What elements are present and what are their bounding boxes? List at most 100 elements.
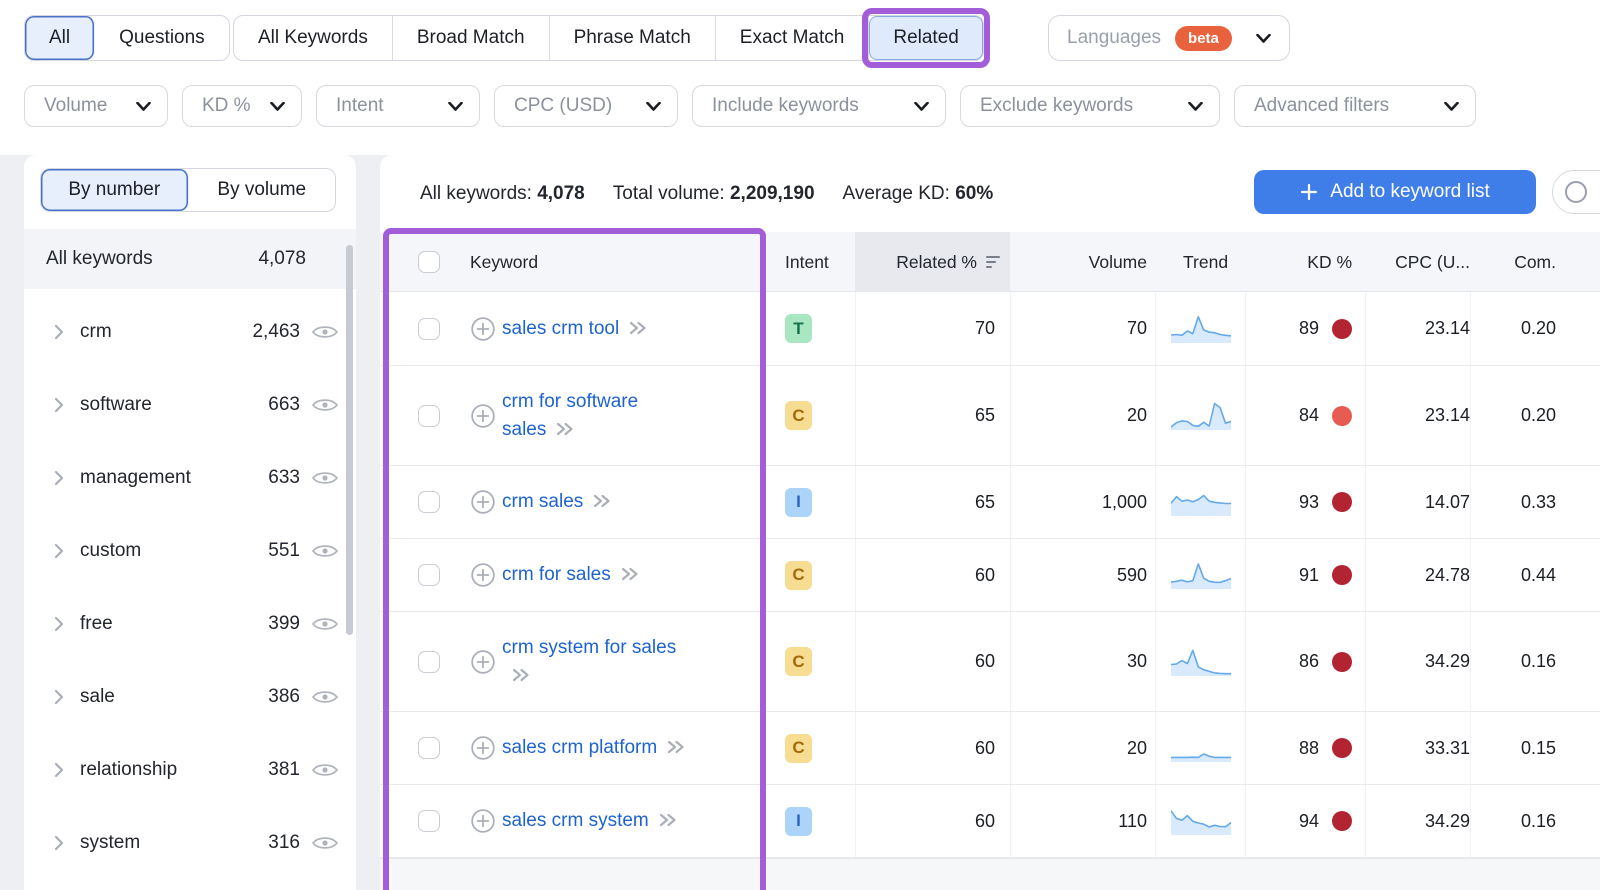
filter-advanced-filters[interactable]: Advanced filters <box>1234 85 1476 127</box>
select-all-checkbox[interactable] <box>418 251 440 273</box>
eye-icon[interactable] <box>312 470 338 486</box>
filter-kd-[interactable]: KD % <box>182 85 302 127</box>
expand-group-control[interactable] <box>54 543 64 559</box>
expand-group-control[interactable] <box>54 762 64 778</box>
open-keyword-icon[interactable] <box>512 667 530 683</box>
tab-questions[interactable]: Questions <box>95 16 229 60</box>
add-to-keyword-list-button[interactable]: Add to keyword list <box>1254 170 1536 214</box>
keyword-link[interactable]: crm for sales <box>502 561 639 589</box>
column-header-trend[interactable]: Trend <box>1183 232 1228 292</box>
add-keyword-icon[interactable] <box>470 316 496 342</box>
intent-badge-t: T <box>785 314 812 343</box>
add-keyword-icon[interactable] <box>470 808 496 834</box>
sidebar-item-relationship[interactable]: relationship381 <box>24 733 356 806</box>
tab-label: Phrase Match <box>574 27 691 49</box>
open-keyword-icon[interactable] <box>659 812 677 828</box>
sidebar-item-system[interactable]: system316 <box>24 806 356 879</box>
sidebar-item-free[interactable]: free399 <box>24 587 356 660</box>
open-keyword-icon[interactable] <box>621 566 639 582</box>
eye-icon[interactable] <box>312 616 338 632</box>
chevron-right-icon[interactable] <box>54 397 64 413</box>
sidebar-item-sale[interactable]: sale386 <box>24 660 356 733</box>
trend-cell <box>1155 292 1245 365</box>
chevron-right-icon[interactable] <box>54 324 64 340</box>
chevron-right-icon[interactable] <box>54 470 64 486</box>
row-checkbox[interactable] <box>418 491 440 513</box>
keyword-link[interactable]: sales crm platform <box>502 734 685 762</box>
keyword-link[interactable]: crm system for sales <box>502 634 676 690</box>
expand-group-control[interactable] <box>54 397 64 413</box>
expand-group-control[interactable] <box>54 616 64 632</box>
filter-cpc-usd-[interactable]: CPC (USD) <box>494 85 678 127</box>
expand-group-control[interactable] <box>54 835 64 851</box>
chevron-right-icon[interactable] <box>54 689 64 705</box>
open-keyword-icon[interactable] <box>667 739 685 755</box>
open-keyword-icon[interactable] <box>593 493 611 509</box>
sidebar-item-software[interactable]: software663 <box>24 368 356 441</box>
filter-volume[interactable]: Volume <box>24 85 168 127</box>
sidebar-item-crm[interactable]: crm2,463 <box>24 295 356 368</box>
tab-broad-match[interactable]: Broad Match <box>393 16 550 60</box>
filter-label: CPC (USD) <box>514 95 612 117</box>
sidebar-item-all-keywords[interactable]: All keywords 4,078 <box>24 229 356 289</box>
languages-dropdown[interactable]: Languages beta <box>1048 15 1290 61</box>
kd-cell: 89 <box>1245 292 1352 365</box>
chevron-right-icon[interactable] <box>54 616 64 632</box>
eye-icon[interactable] <box>312 689 338 705</box>
add-keyword-icon[interactable] <box>470 735 496 761</box>
column-header-related[interactable]: Related % <box>855 232 1010 292</box>
row-checkbox[interactable] <box>418 318 440 340</box>
tab-phrase-match[interactable]: Phrase Match <box>550 16 716 60</box>
cpc-cell-value: 23.14 <box>1425 318 1470 339</box>
filter-intent[interactable]: Intent <box>316 85 480 127</box>
expand-group-control[interactable] <box>54 689 64 705</box>
add-keyword-icon[interactable] <box>470 489 496 515</box>
add-keyword-icon[interactable] <box>470 649 496 675</box>
column-header-keyword[interactable]: Keyword <box>470 232 538 292</box>
column-header-com[interactable]: Com. <box>1470 232 1556 292</box>
row-checkbox[interactable] <box>418 810 440 832</box>
volume-cell-value: 30 <box>1127 651 1147 672</box>
row-checkbox[interactable] <box>418 564 440 586</box>
row-checkbox[interactable] <box>418 737 440 759</box>
chevron-right-icon[interactable] <box>54 835 64 851</box>
filter-include-keywords[interactable]: Include keywords <box>692 85 946 127</box>
sidebar-scrollbar[interactable] <box>346 245 353 635</box>
keyword-link[interactable]: sales crm tool <box>502 315 647 343</box>
add-keyword-icon[interactable] <box>470 403 496 429</box>
expand-group-control[interactable] <box>54 470 64 486</box>
row-checkbox[interactable] <box>418 651 440 673</box>
export-button-partial[interactable] <box>1552 170 1600 214</box>
keyword-link[interactable]: crm for softwaresales <box>502 388 638 444</box>
tab-all[interactable]: All <box>25 16 95 60</box>
chevron-down-icon <box>136 102 151 111</box>
toggle-by-volume[interactable]: By volume <box>189 169 336 211</box>
add-keyword-icon[interactable] <box>470 562 496 588</box>
sidebar-item-custom[interactable]: custom551 <box>24 514 356 587</box>
eye-icon[interactable] <box>312 762 338 778</box>
column-header-kd[interactable]: KD % <box>1245 232 1352 292</box>
column-header-intent[interactable]: Intent <box>785 232 829 292</box>
tab-related[interactable]: Related <box>869 16 983 60</box>
keyword-link[interactable]: crm sales <box>502 488 611 516</box>
column-header-cpc[interactable]: CPC (U... <box>1365 232 1470 292</box>
toggle-by-number[interactable]: By number <box>41 169 189 211</box>
chevron-right-icon[interactable] <box>54 762 64 778</box>
open-keyword-icon[interactable] <box>629 320 647 336</box>
filter-exclude-keywords[interactable]: Exclude keywords <box>960 85 1220 127</box>
keyword-table-card: All keywords: 4,078 Total volume: 2,209,… <box>380 155 1600 890</box>
column-header-volume[interactable]: Volume <box>1010 232 1150 292</box>
expand-group-control[interactable] <box>54 324 64 340</box>
tab-all-keywords[interactable]: All Keywords <box>234 16 393 60</box>
eye-icon[interactable] <box>312 397 338 413</box>
open-keyword-icon[interactable] <box>556 421 574 437</box>
chevron-right-icon[interactable] <box>54 543 64 559</box>
group-label: software <box>80 394 268 416</box>
eye-icon[interactable] <box>312 835 338 851</box>
eye-icon[interactable] <box>312 324 338 340</box>
row-checkbox[interactable] <box>418 405 440 427</box>
tab-exact-match[interactable]: Exact Match <box>716 16 870 60</box>
sidebar-item-management[interactable]: management633 <box>24 441 356 514</box>
eye-icon[interactable] <box>312 543 338 559</box>
keyword-link[interactable]: sales crm system <box>502 807 677 835</box>
